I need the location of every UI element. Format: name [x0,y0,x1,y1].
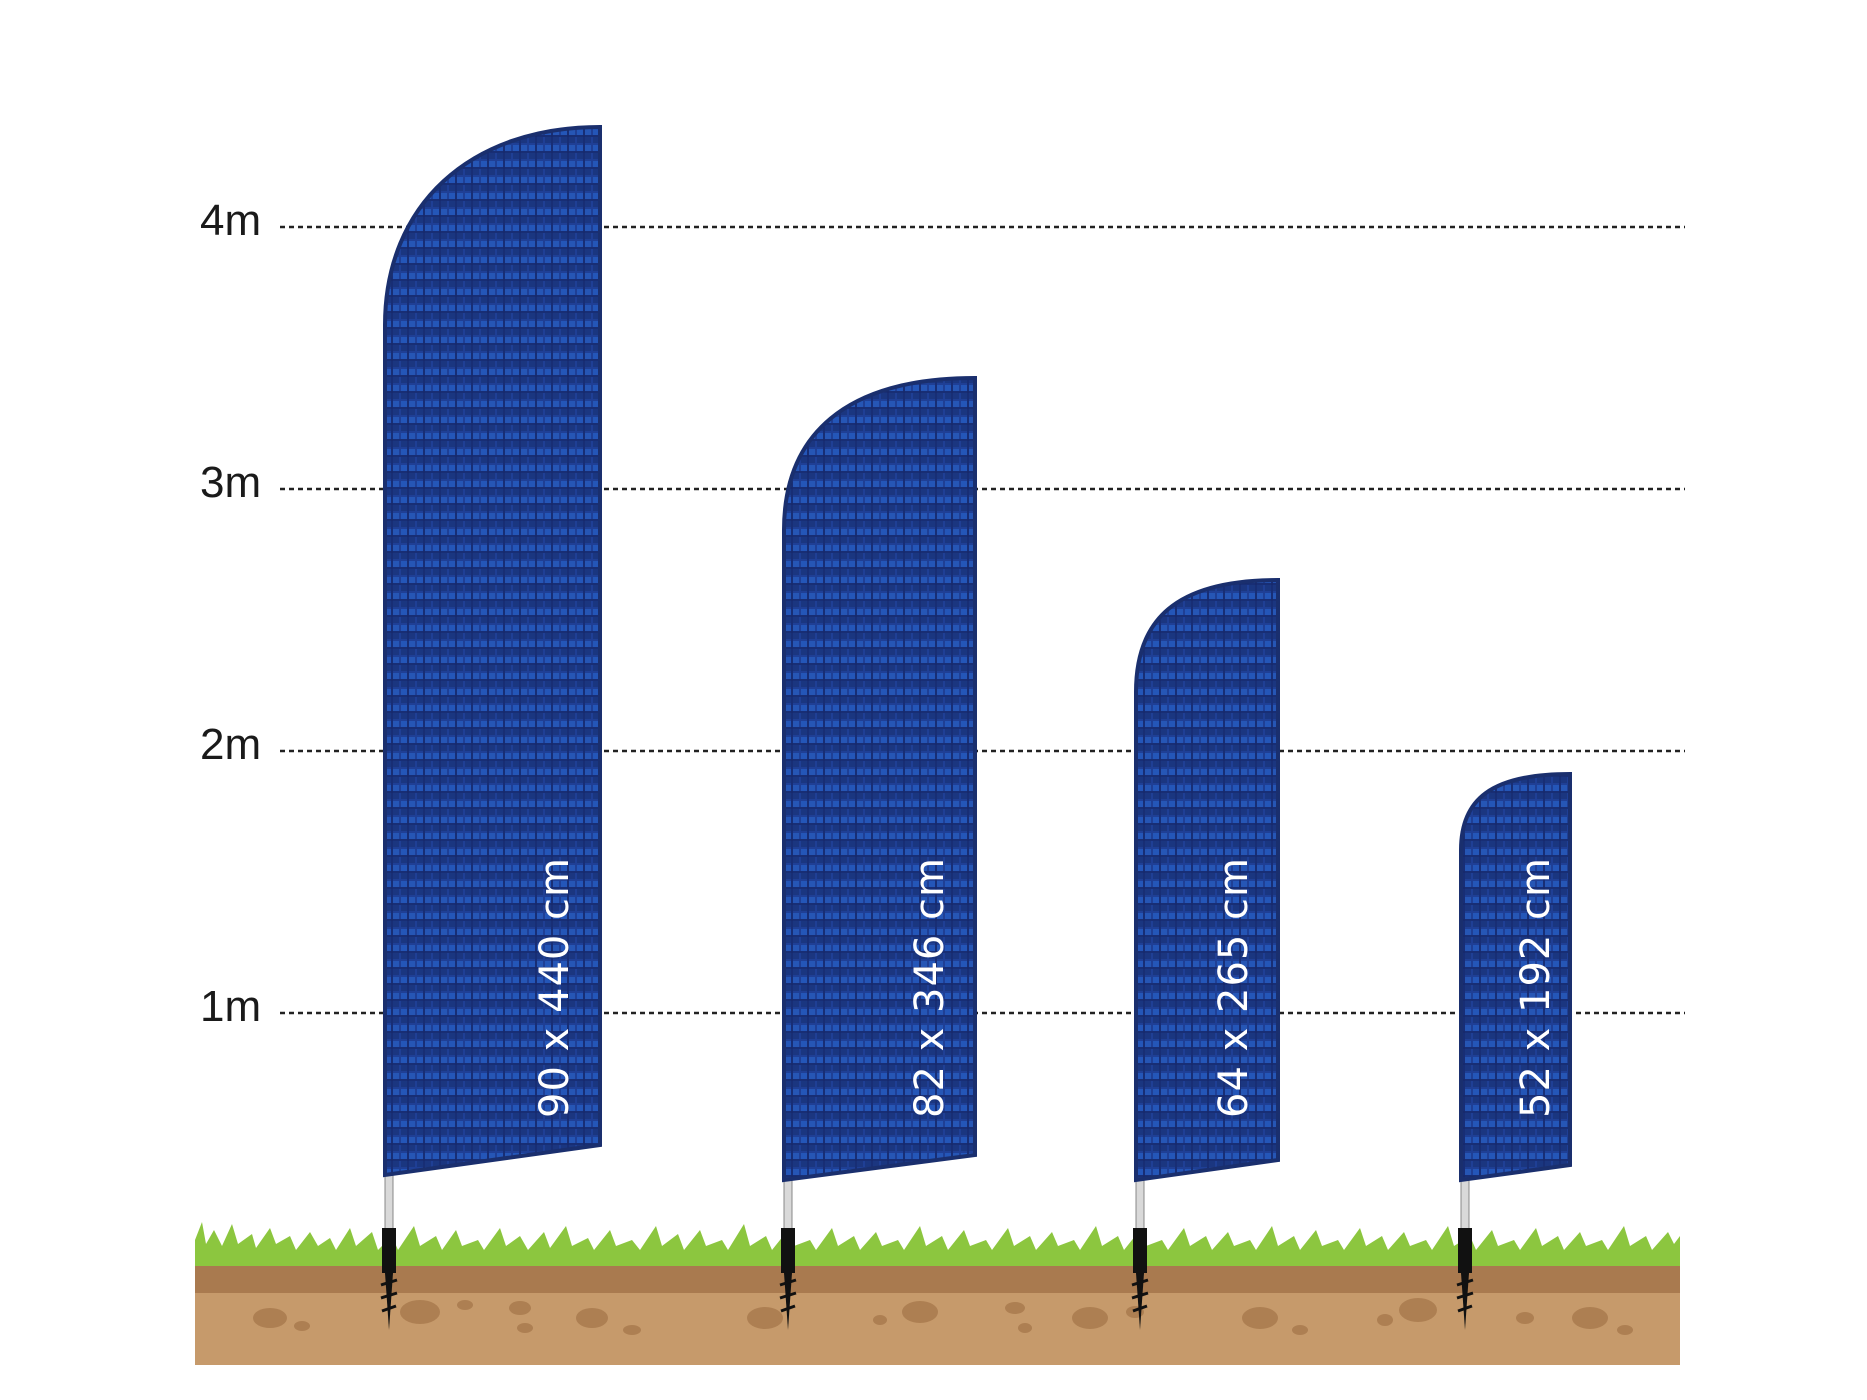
flag-64x265: 64 x 265 cm [1131,577,1280,1330]
ground-spike-icon [380,1228,398,1330]
flag-banner [1459,771,1572,1183]
flag-banner [782,375,977,1183]
scale-label-3m: 3m [200,458,261,507]
flag-pole [1460,1179,1470,1231]
flag-pole [783,1177,793,1231]
flag-banner [1134,577,1280,1183]
flag-size-label: 90 x 440 cm [532,857,578,1118]
scale-label-1m: 1m [200,982,261,1031]
flag-82x346: 82 x 346 cm [779,375,977,1330]
scale-label-4m: 4m [200,196,261,245]
grass [195,1222,1680,1266]
flag-pole [1135,1177,1145,1231]
ground [195,1222,1680,1365]
flag-90x440: 90 x 440 cm [380,124,602,1330]
soil-top-layer [195,1265,1680,1293]
flag-size-label: 64 x 265 cm [1211,857,1257,1118]
flag-52x192: 52 x 192 cm [1456,771,1572,1330]
flag-pole [384,1174,394,1231]
ground-spike-icon [1456,1228,1474,1330]
soil-stones [253,1298,1633,1335]
flag-size-label: 52 x 192 cm [1513,857,1559,1118]
ground-spike-icon [1131,1228,1149,1330]
ground-spike-icon [779,1228,797,1330]
scale-label-2m: 2m [200,720,261,769]
flag-size-label: 82 x 346 cm [907,857,953,1118]
flag-banner [383,124,602,1178]
